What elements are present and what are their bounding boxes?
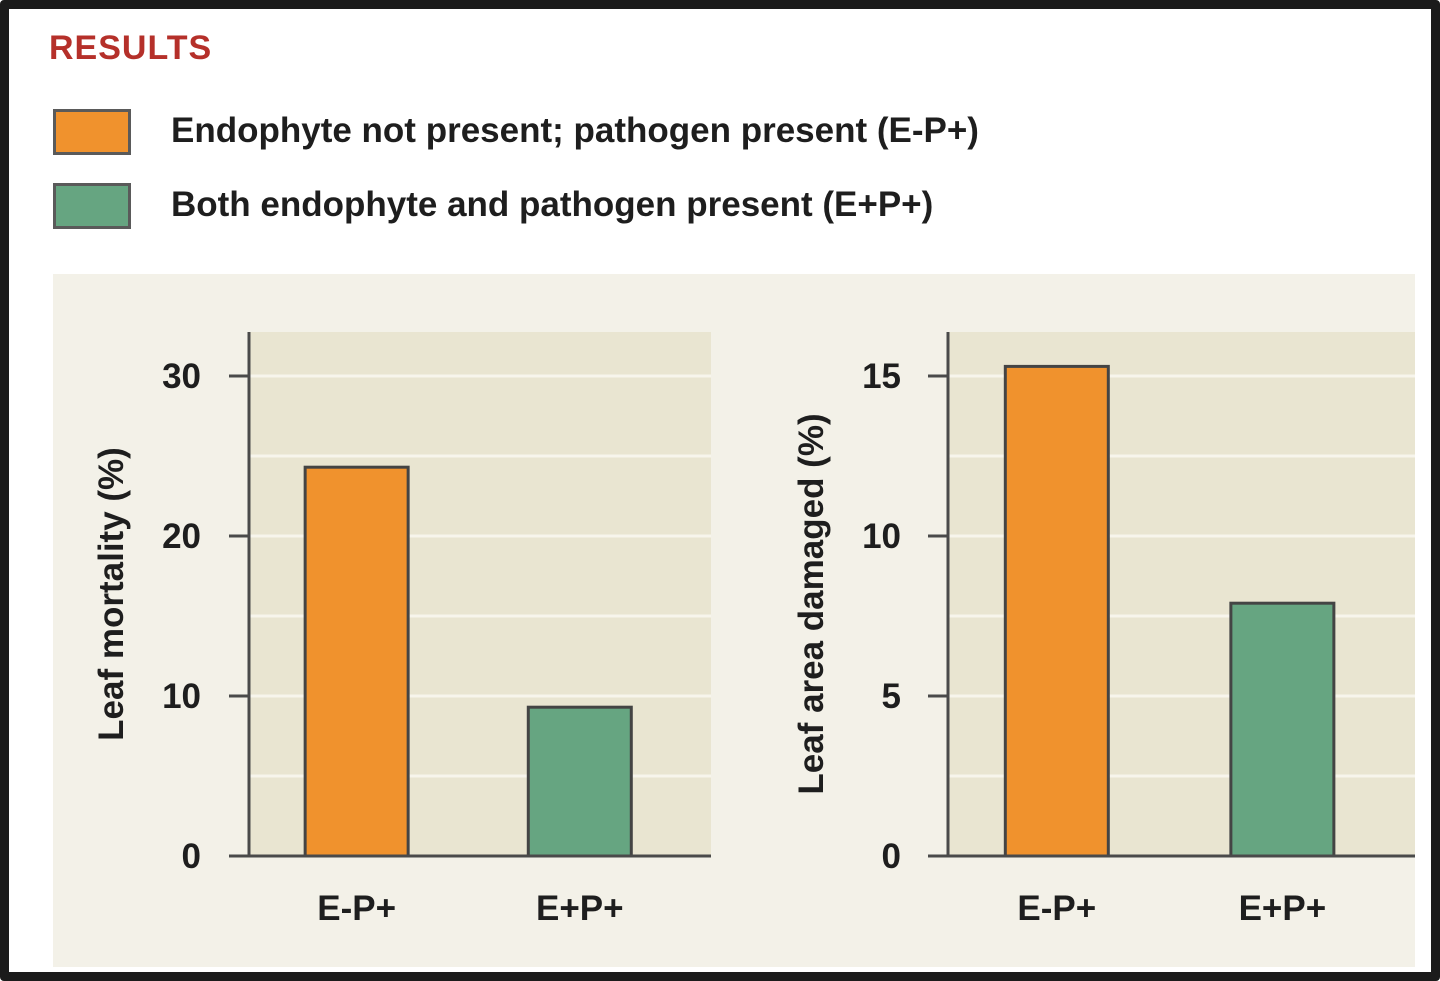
x-tick-label-2: E+P+ <box>1239 889 1327 928</box>
x-tick-label-1: E-P+ <box>317 889 396 928</box>
x-tick-label-2: E-P+ <box>1017 889 1096 928</box>
y-tick-label-1: 30 <box>162 357 201 396</box>
bar-ep-1 <box>303 465 410 858</box>
bar-ep-2 <box>1229 601 1336 858</box>
y-tick-label-2: 15 <box>862 357 901 396</box>
legend-swatch-orange <box>53 109 131 155</box>
y-tick-label-2: 0 <box>882 837 901 876</box>
charts-panel: E-P+ E+P+ 0 10 20 30 Leaf mortality (%) E-P+ E+P… <box>53 274 1415 967</box>
y-tick-label-1: 0 <box>182 837 201 876</box>
legend-swatch-green <box>53 183 131 229</box>
y-tick-label-1: 10 <box>162 677 201 716</box>
y-tick-label-2: 5 <box>882 677 901 716</box>
results-heading: RESULTS <box>49 29 213 67</box>
y-tick-label-1: 20 <box>162 517 201 556</box>
legend-label-e-minus-p-plus: Endophyte not present; pathogen present … <box>171 111 979 150</box>
bar-ep-1 <box>526 705 633 858</box>
y-axis-label-2: Leaf area damaged (%) <box>792 413 831 794</box>
y-tick-label-2: 10 <box>862 517 901 556</box>
y-axis-label-1: Leaf mortality (%) <box>92 447 131 741</box>
bar-charts: E-P+ E+P+ 0 10 20 30 Leaf mortality (%) E-P+ E+P… <box>92 332 1415 928</box>
x-tick-label-1: E+P+ <box>536 889 624 928</box>
bar-ep-2 <box>1003 364 1110 858</box>
legend-label-e-plus-p-plus: Both endophyte and pathogen present (E+P… <box>171 185 934 224</box>
